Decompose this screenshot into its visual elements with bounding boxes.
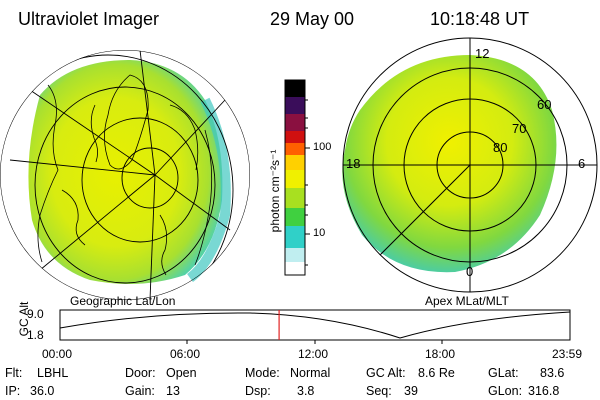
colorbar-tick-100: 100 [313,141,332,153]
mode-value: Normal [290,366,331,380]
timeline-ytick-1.8: 1.8 [27,328,44,342]
ip-value: 36.0 [30,384,55,398]
colorbar-swatch-5 [285,155,305,170]
gcalt-value: 8.6 Re [418,366,455,380]
geographic-image [0,50,250,300]
colorbar-swatch-8 [285,208,305,226]
ip-label: IP: [5,384,21,398]
colorbar-swatch-0 [285,80,305,97]
flt-label: Flt: [5,366,23,380]
glon-value: 316.8 [528,384,560,398]
left-panel-caption: Geographic Lat/Lon [70,294,176,308]
timeline-xtick-1800: 18:00 [425,347,456,361]
colorbar [284,79,310,276]
colorbar-swatch-4 [285,143,305,155]
timeline-xtick-0600: 06:00 [170,347,201,361]
timeline-xtick-0000: 00:00 [42,347,73,361]
coastlines [37,74,213,276]
dsp-label: Dsp: [245,384,271,398]
seq-label: Seq: [366,384,392,398]
instrument-title: Ultraviolet Imager [18,9,160,29]
colorbar-swatch-2 [285,114,305,131]
glat-value: 83.6 [540,366,565,380]
time-label: 10:18:48 UT [430,9,530,29]
mlt-label-0: 0 [466,264,474,279]
dsp-value: 3.8 [297,384,315,398]
colorbar-unit-label: photon cm⁻²s⁻¹ [268,149,282,233]
timeline-ytick-9: 9.0 [27,307,44,321]
colorbar-swatch-6 [285,170,305,188]
timeline-xtick-2359: 23:59 [552,347,583,361]
timeline-plot [59,309,571,344]
colorbar-swatch-3 [285,131,305,143]
glat-label: GLat: [488,366,519,380]
gain-value: 13 [166,384,180,398]
colorbar-tick-10: 10 [313,227,326,239]
mlt-label-6: 6 [578,156,586,171]
colorbar-swatch-10 [285,248,305,262]
colorbar-swatch-9 [285,226,305,248]
right-panel-caption: Apex MLat/MLT [425,294,509,308]
gcalt-label: GC Alt: [366,366,406,380]
mode-label: Mode: [245,366,280,380]
altitude-curve [59,311,571,339]
polar-grid [342,37,598,293]
glon-label: GLon: [488,384,523,398]
mlat-label-70: 70 [512,121,527,136]
door-label: Door: [125,366,156,380]
door-value: Open [166,366,197,380]
colorbar-swatch-7 [285,188,305,208]
seq-value: 39 [404,384,418,398]
date-label: 29 May 00 [270,9,355,29]
aurora-edge-left [186,97,231,283]
colorbar-swatch-1 [285,97,305,114]
aurora-blob-right [342,55,557,273]
flt-value: LBHL [37,366,69,380]
mlat-label-60: 60 [537,97,552,112]
timeline-xtick-1200: 12:00 [298,347,329,361]
mlat-label-80: 80 [493,140,508,155]
polar-image [342,37,598,293]
colorbar-swatch-11 [285,262,305,275]
mlt-label-12: 12 [475,46,490,61]
mlt-label-18: 18 [346,156,361,171]
gain-label: Gain: [125,384,155,398]
